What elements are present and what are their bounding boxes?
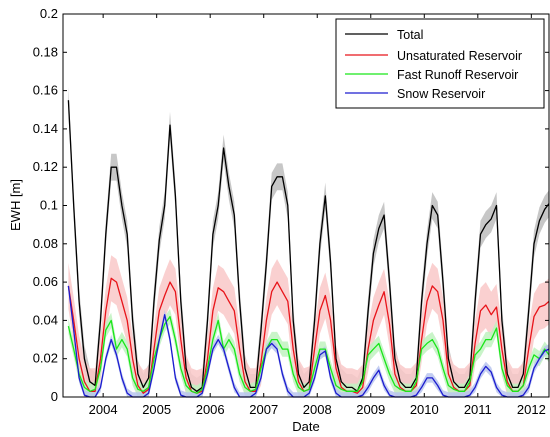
y-tick-label: 0.18 (33, 44, 58, 59)
y-tick-label: 0.12 (33, 159, 58, 174)
series-band-1 (68, 255, 550, 397)
legend-label-snow: Snow Reservoir (397, 87, 485, 101)
series-line-2 (67, 315, 550, 394)
x-tick-label: 2010 (410, 402, 439, 417)
x-axis-ticks: 2004 2005 2006 2007 2008 2009 2010 2011 2012 (89, 14, 546, 417)
series-line-0 (67, 100, 550, 392)
uncertainty-bands (68, 86, 550, 398)
y-axis-label: EWH [m] (8, 179, 23, 231)
legend-label-fast-runoff: Fast Runoff Reservoir (397, 68, 518, 82)
x-tick-label: 2012 (517, 402, 546, 417)
x-tick-label: 2004 (89, 402, 118, 417)
y-tick-label: 0.02 (33, 351, 58, 366)
x-tick-label: 2006 (196, 402, 225, 417)
x-tick-label: 2011 (464, 402, 492, 417)
series-lines (67, 100, 550, 398)
y-tick-label: 0.08 (33, 236, 58, 251)
x-tick-label: 2005 (142, 402, 171, 417)
x-axis-label: Date (292, 419, 319, 434)
y-tick-label: 0.16 (33, 83, 58, 98)
y-tick-label: 0.06 (33, 274, 58, 289)
y-tick-label: 0.2 (40, 6, 58, 21)
y-axis-ticks: 0 0.02 0.04 0.06 0.08 0.1 0.12 0.14 0.16 0.18 0.2 (33, 6, 549, 404)
x-tick-label: 2009 (356, 402, 385, 417)
series-line-3 (67, 285, 550, 398)
y-tick-label: 0.14 (33, 121, 58, 136)
x-tick-label: 2007 (249, 402, 278, 417)
y-tick-label: 0 (51, 389, 58, 404)
y-tick-label: 0.04 (33, 312, 58, 327)
legend-label-total: Total (397, 28, 423, 42)
legend-label-unsaturated: Unsaturated Reservoir (397, 49, 522, 63)
y-tick-label: 0.1 (40, 198, 58, 213)
legend: Total Unsaturated Reservoir Fast Runoff … (335, 18, 545, 109)
x-tick-label: 2008 (303, 402, 332, 417)
